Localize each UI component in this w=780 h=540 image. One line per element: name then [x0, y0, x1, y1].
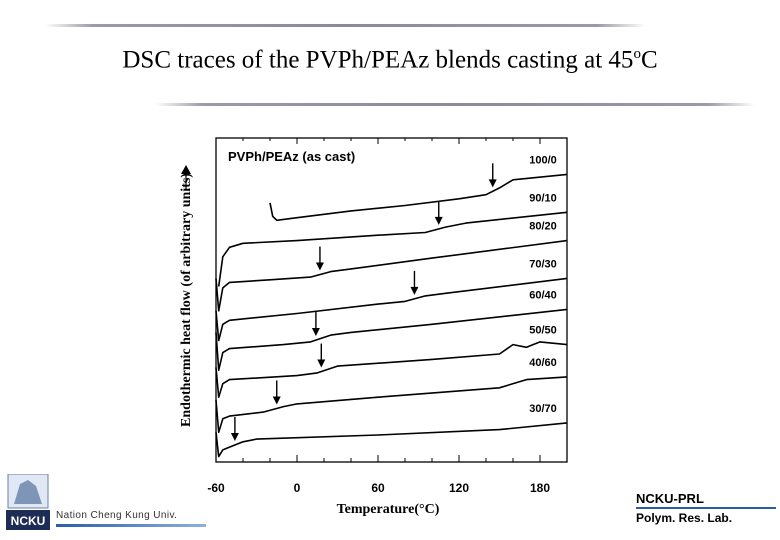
y-axis-arrow-head [181, 165, 191, 174]
slide-title-text: DSC traces of the PVPh/PEAz blends casti… [122, 46, 634, 74]
tg-arrow-head [311, 328, 320, 337]
logo-text: NCKU [11, 514, 46, 528]
series-line-50-50 [215, 341, 568, 398]
slide-title: DSC traces of the PVPh/PEAz blends casti… [0, 46, 780, 74]
series-line-60-40 [215, 308, 568, 371]
series-labels: 100/0 90/10 80/20 70/30 60/40 50/50 40/60 30/70 [529, 154, 557, 414]
tg-arrow-head [230, 432, 239, 441]
x-tick-label: -60 [207, 481, 225, 495]
x-tick-label: 0 [294, 481, 301, 495]
tg-arrow-head [410, 286, 419, 295]
x-tick-label: 180 [530, 481, 550, 495]
series-label: 30/70 [529, 403, 557, 415]
tg-arrow-head [434, 216, 443, 225]
slide-title-superscript: o [633, 46, 641, 62]
university-name: Nation Cheng Kung Univ. [56, 510, 178, 521]
plot-border [215, 137, 568, 463]
university-underline [56, 524, 206, 527]
lab-divider [636, 507, 776, 509]
series-line-90-10 [217, 211, 568, 287]
logo-nameplate [6, 510, 50, 530]
y-axis-label: Endothermic heat flow (of arbitrary unit… [179, 173, 194, 427]
series-label: 90/10 [529, 192, 557, 204]
tg-arrow-head [315, 262, 324, 271]
series-line-70-30 [215, 277, 568, 342]
series-line-30-70 [215, 422, 568, 458]
x-axis-label: Temperature(°C) [337, 502, 440, 517]
lab-title: NCKU-PRL [636, 491, 704, 506]
series-label: 50/50 [529, 325, 557, 337]
series-label: 100/0 [529, 154, 557, 166]
lab-subtitle: Polym. Res. Lab. [636, 511, 733, 525]
series-label: 40/60 [529, 357, 557, 369]
top-divider [45, 24, 645, 27]
series-line-40-60 [215, 376, 568, 434]
tg-arrow-head [488, 179, 497, 188]
series-line-80-20 [215, 239, 568, 312]
plot-frame [215, 137, 568, 463]
series-line-100-0 [269, 173, 568, 222]
series-lines [215, 173, 568, 458]
series-label: 80/20 [529, 221, 557, 233]
tg-arrows [230, 163, 497, 441]
x-tick-label: 120 [449, 481, 469, 495]
tg-arrow-head [317, 359, 326, 368]
x-tick-label: 60 [371, 481, 385, 495]
logo-emblem [14, 480, 42, 504]
series-label: 60/40 [529, 289, 557, 301]
bottom-divider [155, 103, 755, 106]
ncku-logo: NCKU [6, 474, 50, 530]
chart-title: PVPh/PEAz (as cast) [228, 149, 355, 164]
slide-title-unit: C [640, 46, 658, 74]
series-label: 70/30 [529, 258, 557, 270]
x-axis-ticks: -60 0 60 120 180 [207, 138, 568, 495]
tg-arrow-head [272, 396, 281, 405]
